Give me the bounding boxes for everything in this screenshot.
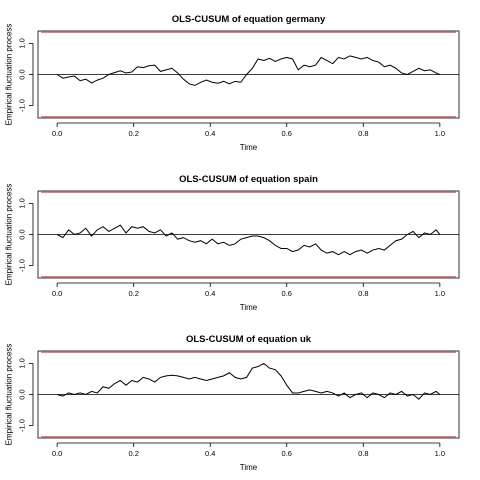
cusum-line-uk [57, 362, 441, 400]
y-tick-label-germany-0: -1.0 [18, 99, 27, 112]
x-tick-label-uk-1: 0.2 [128, 449, 138, 458]
x-tick-label-uk-2: 0.4 [205, 449, 215, 458]
x-tick-label-spain-2: 0.4 [205, 289, 215, 298]
x-tick-label-spain-1: 0.2 [128, 289, 138, 298]
panel-germany: OLS-CUSUM of equation germany 0.0 0.2 0.4 0.… [5, 14, 460, 152]
y-tick-label-uk-2: 1.0 [18, 358, 27, 368]
chart-title-germany: OLS-CUSUM of equation germany [172, 14, 326, 25]
x-tick-label-uk-0: 0.0 [52, 449, 62, 458]
x-tick-label-uk-5: 1.0 [435, 449, 445, 458]
chart-title-uk: OLS-CUSUM of equation uk [186, 334, 312, 345]
y-axis-label-germany: Empirical fluctuation process [5, 24, 14, 126]
x-axis-label-germany: Time [240, 143, 258, 152]
y-tick-label-spain-2: 1.0 [18, 198, 27, 208]
y-tick-label-uk-1: 0.0 [18, 389, 27, 399]
y-axis-label-spain: Empirical fluctuation process [5, 184, 14, 286]
x-tick-label-uk-4: 0.8 [358, 449, 368, 458]
y-tick-label-germany-1: 0.0 [18, 69, 27, 79]
x-tick-label-germany-3: 0.6 [282, 129, 292, 138]
y-tick-label-uk-0: -1.0 [18, 419, 27, 432]
cusum-line-spain [56, 224, 441, 256]
x-tick-label-spain-0: 0.0 [52, 289, 62, 298]
x-axis-label-uk: Time [240, 463, 258, 472]
x-tick-label-spain-4: 0.8 [358, 289, 368, 298]
y-tick-label-spain-0: -1.0 [18, 259, 27, 272]
x-axis-label-spain: Time [240, 303, 258, 312]
x-tick-label-spain-5: 1.0 [435, 289, 445, 298]
x-tick-label-uk-3: 0.6 [282, 449, 292, 458]
panel-uk: OLS-CUSUM of equation uk 0.0 0.2 0.4 0.6 0.8 1… [5, 334, 460, 472]
x-tick-label-germany-1: 0.2 [128, 129, 138, 138]
x-tick-label-germany-2: 0.4 [205, 129, 215, 138]
panel-spain: OLS-CUSUM of equation spain 0.0 0.2 0.4 0.6 0… [5, 174, 460, 312]
chart-title-spain: OLS-CUSUM of equation spain [179, 174, 318, 185]
x-tick-label-spain-3: 0.6 [282, 289, 292, 298]
x-tick-label-germany-0: 0.0 [52, 129, 62, 138]
cusum-line-germany [56, 55, 441, 86]
y-tick-label-spain-1: 0.0 [18, 229, 27, 239]
y-tick-label-germany-2: 1.0 [18, 38, 27, 48]
x-tick-label-germany-5: 1.0 [435, 129, 445, 138]
x-tick-label-germany-4: 0.8 [358, 129, 368, 138]
y-axis-label-uk: Empirical fluctuation process [5, 344, 14, 446]
